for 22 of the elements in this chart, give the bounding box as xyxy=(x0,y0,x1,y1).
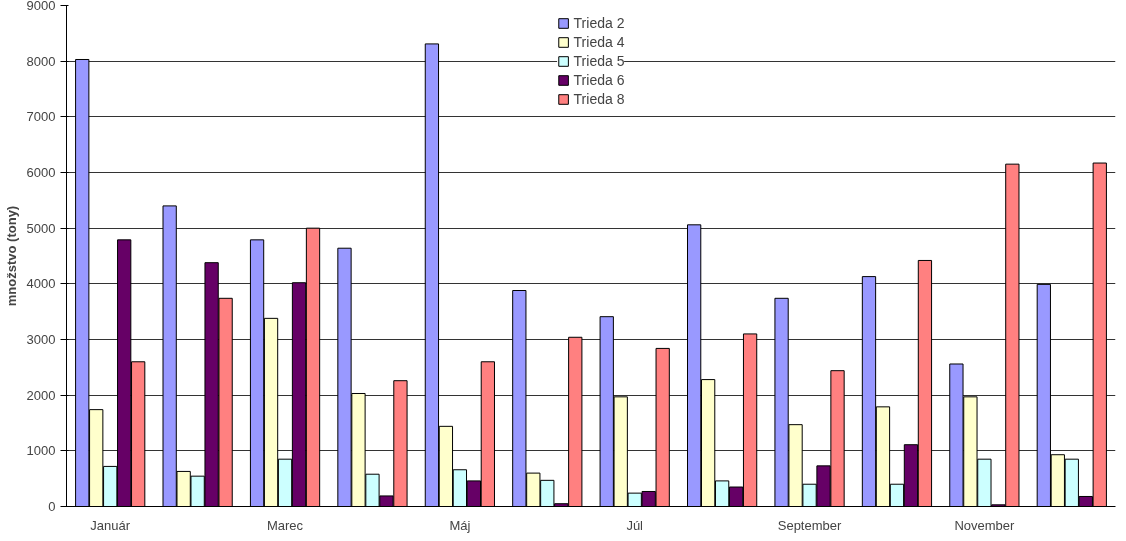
x-tick-label: November xyxy=(954,517,1016,533)
y-tick-label: 1000 xyxy=(26,443,56,459)
legend-label: Trieda 4 xyxy=(573,34,625,50)
y-tick-label: 2000 xyxy=(26,387,56,403)
y-tick-label: 7000 xyxy=(26,109,56,125)
y-tick-label: 9000 xyxy=(26,0,56,13)
legend-label: Trieda 6 xyxy=(573,72,625,88)
x-tick-label: Marec xyxy=(266,517,304,533)
legend-label: Trieda 5 xyxy=(573,53,625,69)
x-tick-label: Júl xyxy=(626,517,644,533)
y-tick-label: 4000 xyxy=(26,276,56,292)
y-axis-title: množstvo (tony) xyxy=(3,205,19,307)
legend-label: Trieda 2 xyxy=(573,15,625,31)
x-tick-label: September xyxy=(777,517,843,533)
x-tick-label: Január xyxy=(90,517,131,533)
legend-label: Trieda 8 xyxy=(573,91,625,107)
x-tick-label: Máj xyxy=(449,517,471,533)
y-tick-label: 6000 xyxy=(26,165,56,180)
y-tick-label: 3000 xyxy=(26,332,56,347)
y-tick-label: 5000 xyxy=(26,220,56,236)
y-tick-label: 8000 xyxy=(26,53,56,69)
y-tick-label: 0 xyxy=(48,499,56,514)
